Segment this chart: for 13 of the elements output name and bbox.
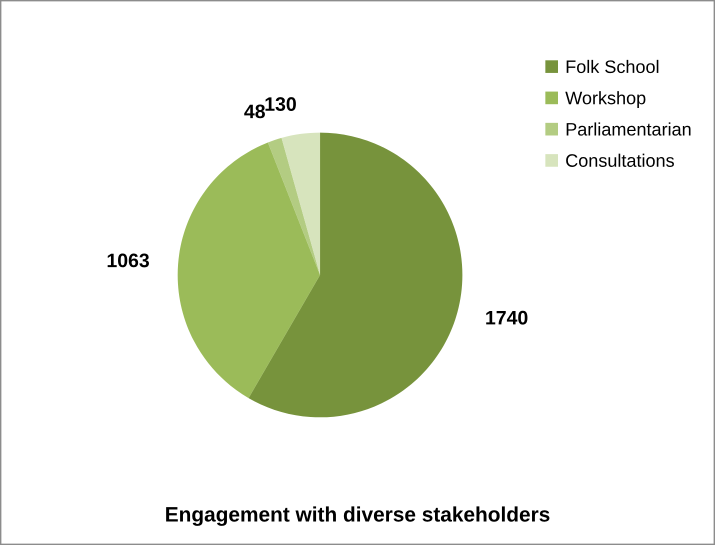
text: Engagement with diverse stakeholders — [166, 506, 550, 526]
legend-label: Parliamentarian — [566, 122, 690, 136]
pie-slice — [178, 142, 320, 398]
legend-label: Consultations — [566, 154, 674, 167]
data-label: 48 — [244, 104, 265, 118]
pie-slice — [268, 138, 320, 275]
data-label: 1063 — [108, 254, 149, 268]
pie-slice — [282, 132, 320, 275]
data-label: 1740 — [486, 310, 528, 325]
legend-label: Folk School — [566, 60, 658, 74]
data-label: 130 — [265, 97, 296, 111]
legend-label: Workshop — [565, 91, 646, 108]
pie-slice — [248, 132, 462, 418]
